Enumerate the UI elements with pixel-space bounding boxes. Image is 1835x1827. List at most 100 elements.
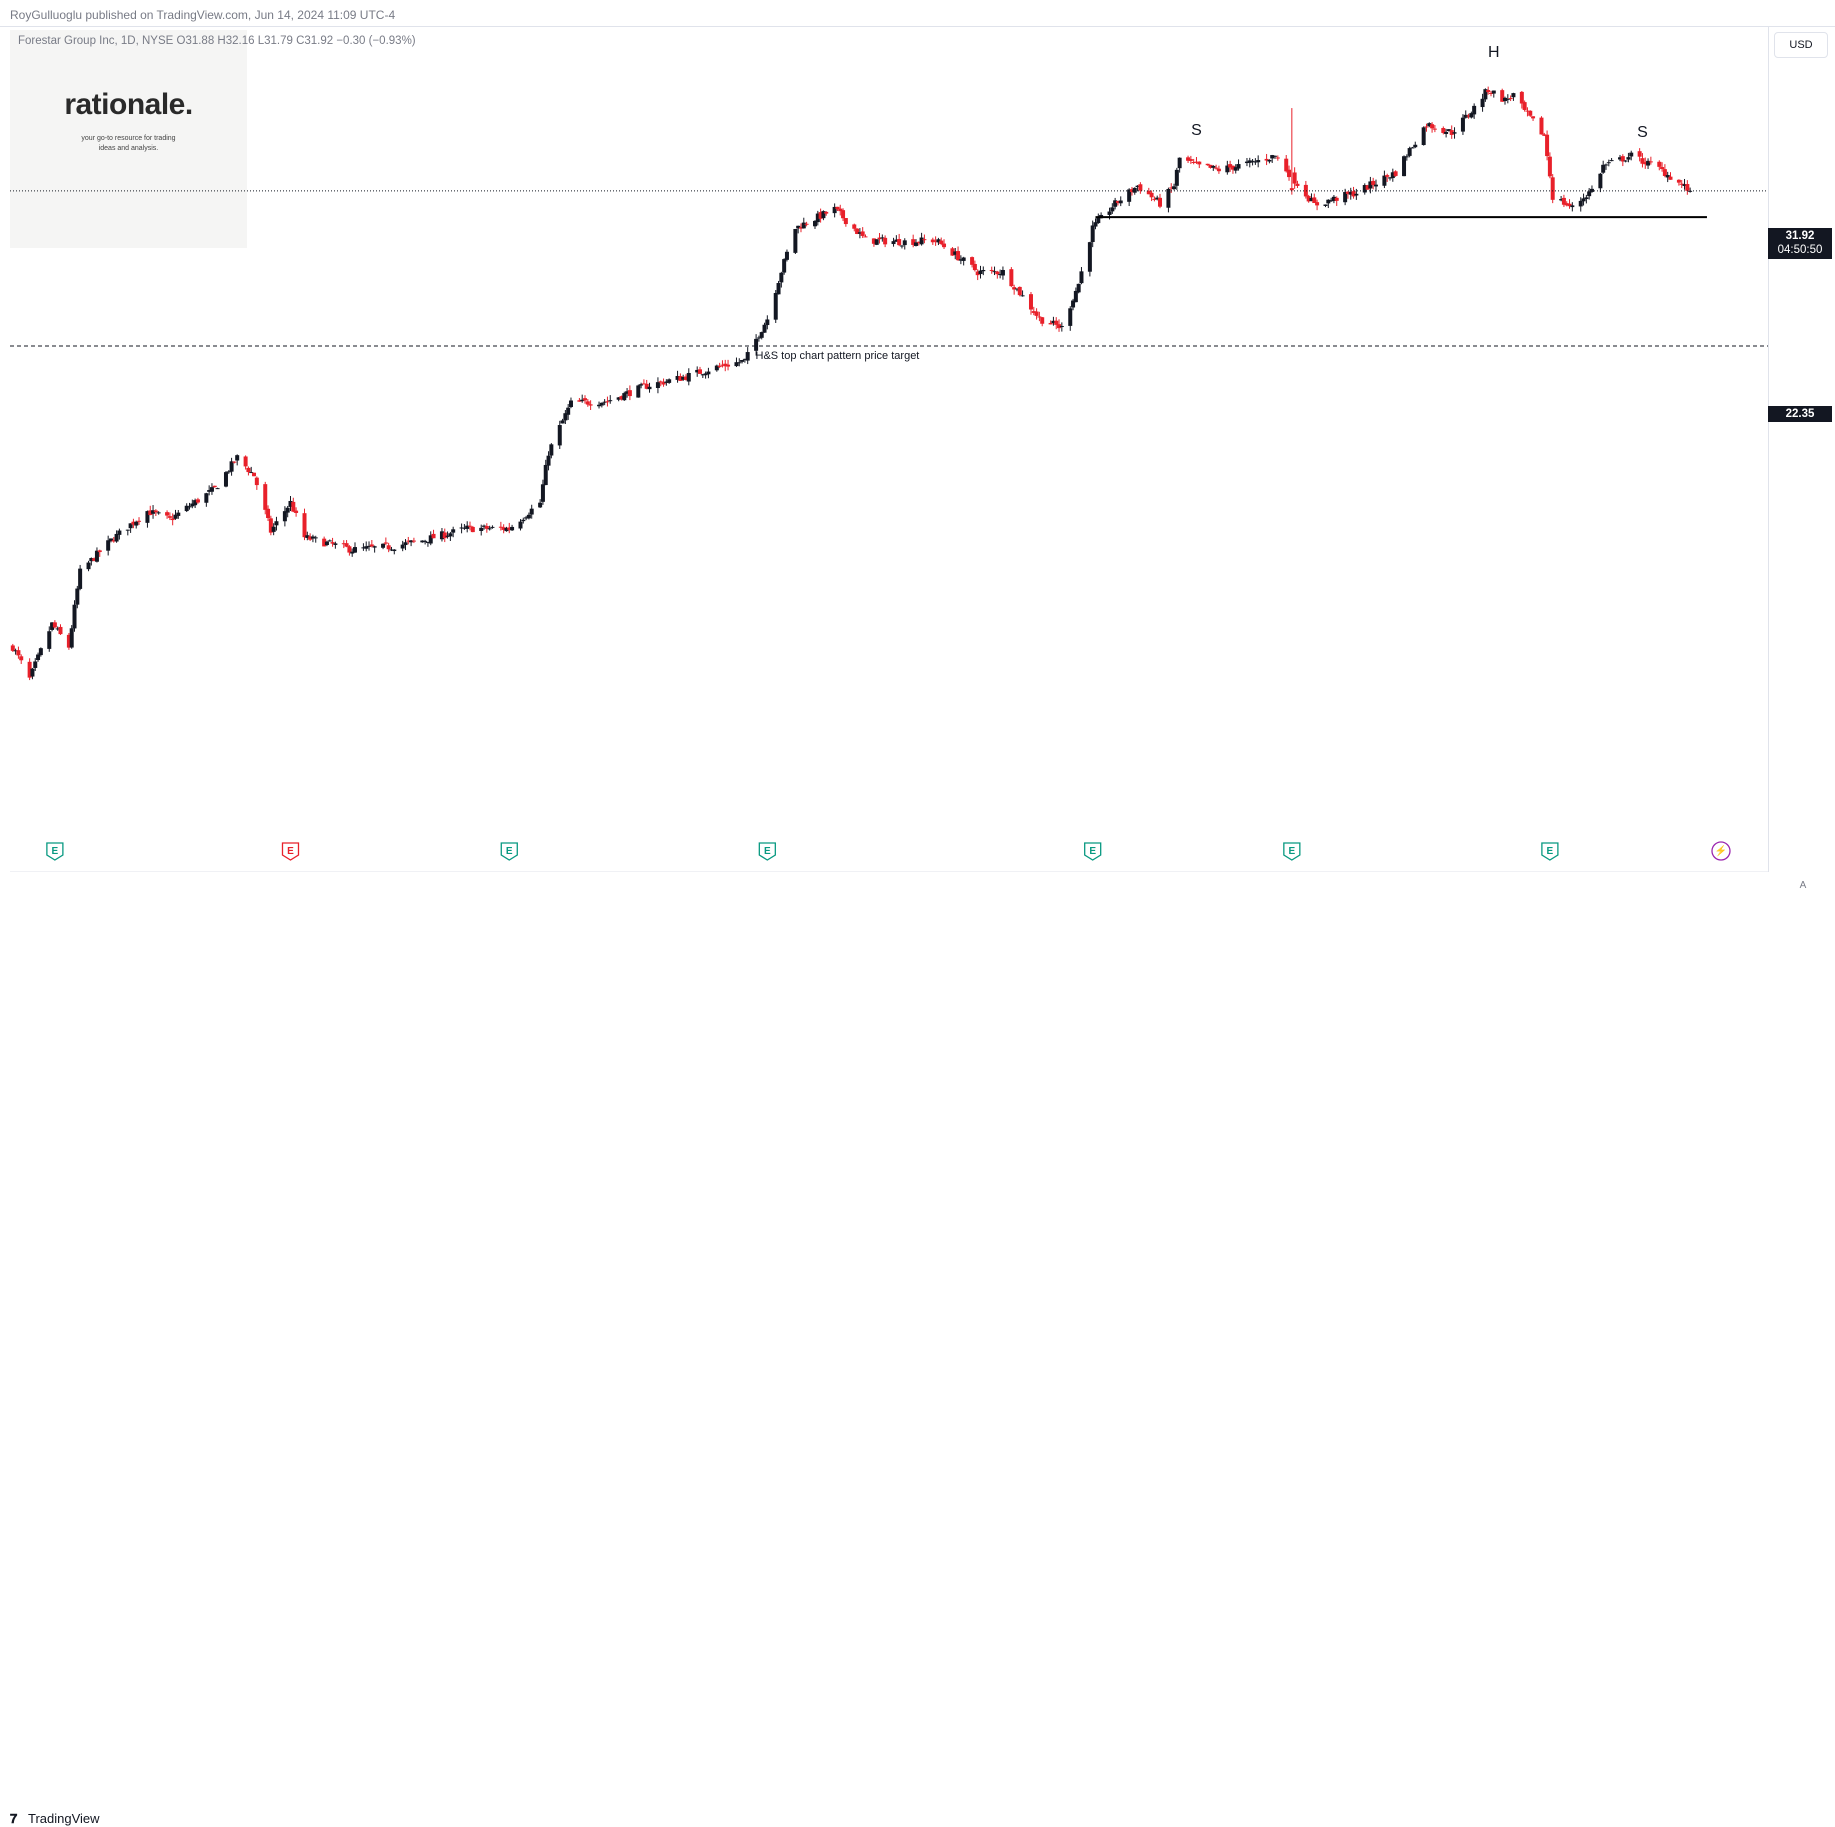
candle-body[interactable] [1620,156,1625,162]
candle-body[interactable] [675,375,680,380]
candle-body[interactable] [207,490,212,492]
candle-body[interactable] [1449,130,1454,135]
candle-body[interactable] [327,540,332,542]
candle-body[interactable] [1564,203,1569,206]
candle-body[interactable] [1483,89,1488,100]
candle-body[interactable] [1542,134,1547,136]
candle-body[interactable] [381,543,386,548]
candle-body[interactable] [1031,311,1036,313]
candle-body[interactable] [1662,169,1667,176]
candle-body[interactable] [930,239,935,243]
auto-scale-button[interactable]: A [1799,880,1807,891]
candle-body[interactable] [1559,199,1564,201]
candle-body[interactable] [1230,165,1235,170]
candle-body[interactable] [252,472,257,477]
candle-body[interactable] [911,239,916,245]
candle-body[interactable] [1267,159,1272,162]
candle-body[interactable] [235,455,240,461]
candle-body[interactable] [897,239,902,246]
candle-body[interactable] [176,512,181,516]
candle-body[interactable] [223,472,228,487]
candle-body[interactable] [367,545,372,547]
candle-body[interactable] [386,545,391,550]
candle-body[interactable] [784,251,789,260]
candle-body[interactable] [1668,176,1673,180]
candle-body[interactable] [1138,184,1143,191]
candle-body[interactable] [619,396,624,400]
candle-body[interactable] [698,369,703,374]
candle-body[interactable] [1343,192,1348,203]
candle-body[interactable] [66,634,71,648]
candle-body[interactable] [1365,185,1370,190]
candle-body[interactable] [1090,225,1095,243]
candle-body[interactable] [448,533,453,537]
candle-body[interactable] [1657,161,1662,167]
candle-body[interactable] [734,362,739,367]
candle-body[interactable] [1665,175,1670,178]
candle-body[interactable] [1228,164,1233,168]
candle-body[interactable] [1331,196,1336,202]
candle-body[interactable] [540,484,545,502]
candle-body[interactable] [1362,185,1367,193]
candle-body[interactable] [1174,169,1179,186]
candle-body[interactable] [956,251,961,261]
candle-body[interactable] [1402,156,1407,177]
candle-body[interactable] [1578,200,1583,207]
candle-body[interactable] [468,525,473,527]
candle-body[interactable] [683,376,688,380]
candle-body[interactable] [883,237,888,245]
candle-body[interactable] [1287,169,1292,178]
candle-body[interactable] [47,631,52,649]
candle-body[interactable] [636,385,641,398]
candle-body[interactable] [1371,180,1376,186]
candle-body[interactable] [608,400,613,402]
candle-body[interactable] [1407,148,1412,156]
candle-body[interactable] [664,381,669,383]
candle-body[interactable] [1211,165,1216,168]
candle-body[interactable] [36,654,41,661]
candle-body[interactable] [409,540,414,543]
candle-body[interactable] [226,471,231,473]
candle-body[interactable] [484,526,489,529]
candle-body[interactable] [566,407,571,415]
candle-body[interactable] [1020,295,1025,297]
candle-body[interactable] [577,400,582,402]
candle-body[interactable] [389,549,394,551]
candle-body[interactable] [815,213,820,223]
candle-body[interactable] [538,502,543,508]
candle-body[interactable] [1598,173,1603,189]
candle-body[interactable] [1404,156,1409,158]
candle-body[interactable] [627,390,632,397]
candle-body[interactable] [1626,157,1631,160]
candle-body[interactable] [874,239,879,245]
candle-body[interactable] [992,271,997,273]
candle-body[interactable] [1606,162,1611,164]
candle-body[interactable] [1648,161,1653,163]
candle-body[interactable] [330,542,335,544]
candle-body[interactable] [919,237,924,245]
dividends-icon[interactable] [1711,841,1731,861]
candle-body[interactable] [1567,203,1572,207]
candle-body[interactable] [1525,110,1530,112]
candle-body[interactable] [1609,160,1614,162]
candle-body[interactable] [602,401,607,403]
candle-body[interactable] [585,401,590,405]
candle-body[interactable] [880,237,885,239]
candle-body[interactable] [1110,207,1115,212]
candle-body[interactable] [1250,160,1255,162]
candle-body[interactable] [243,456,248,467]
candle-body[interactable] [762,324,767,333]
candle-body[interactable] [507,527,512,530]
candle-body[interactable] [681,377,686,380]
candle-body[interactable] [1685,184,1690,191]
candle-body[interactable] [975,271,980,276]
candle-body[interactable] [902,240,907,246]
candle-body[interactable] [922,239,927,241]
candle-body[interactable] [1012,287,1017,290]
candle-body[interactable] [285,507,290,513]
candle-body[interactable] [1334,197,1339,201]
candle-body[interactable] [1289,188,1294,191]
candle-body[interactable] [1550,177,1555,200]
candle-body[interactable] [1531,116,1536,119]
earnings-icon[interactable] [500,842,518,861]
